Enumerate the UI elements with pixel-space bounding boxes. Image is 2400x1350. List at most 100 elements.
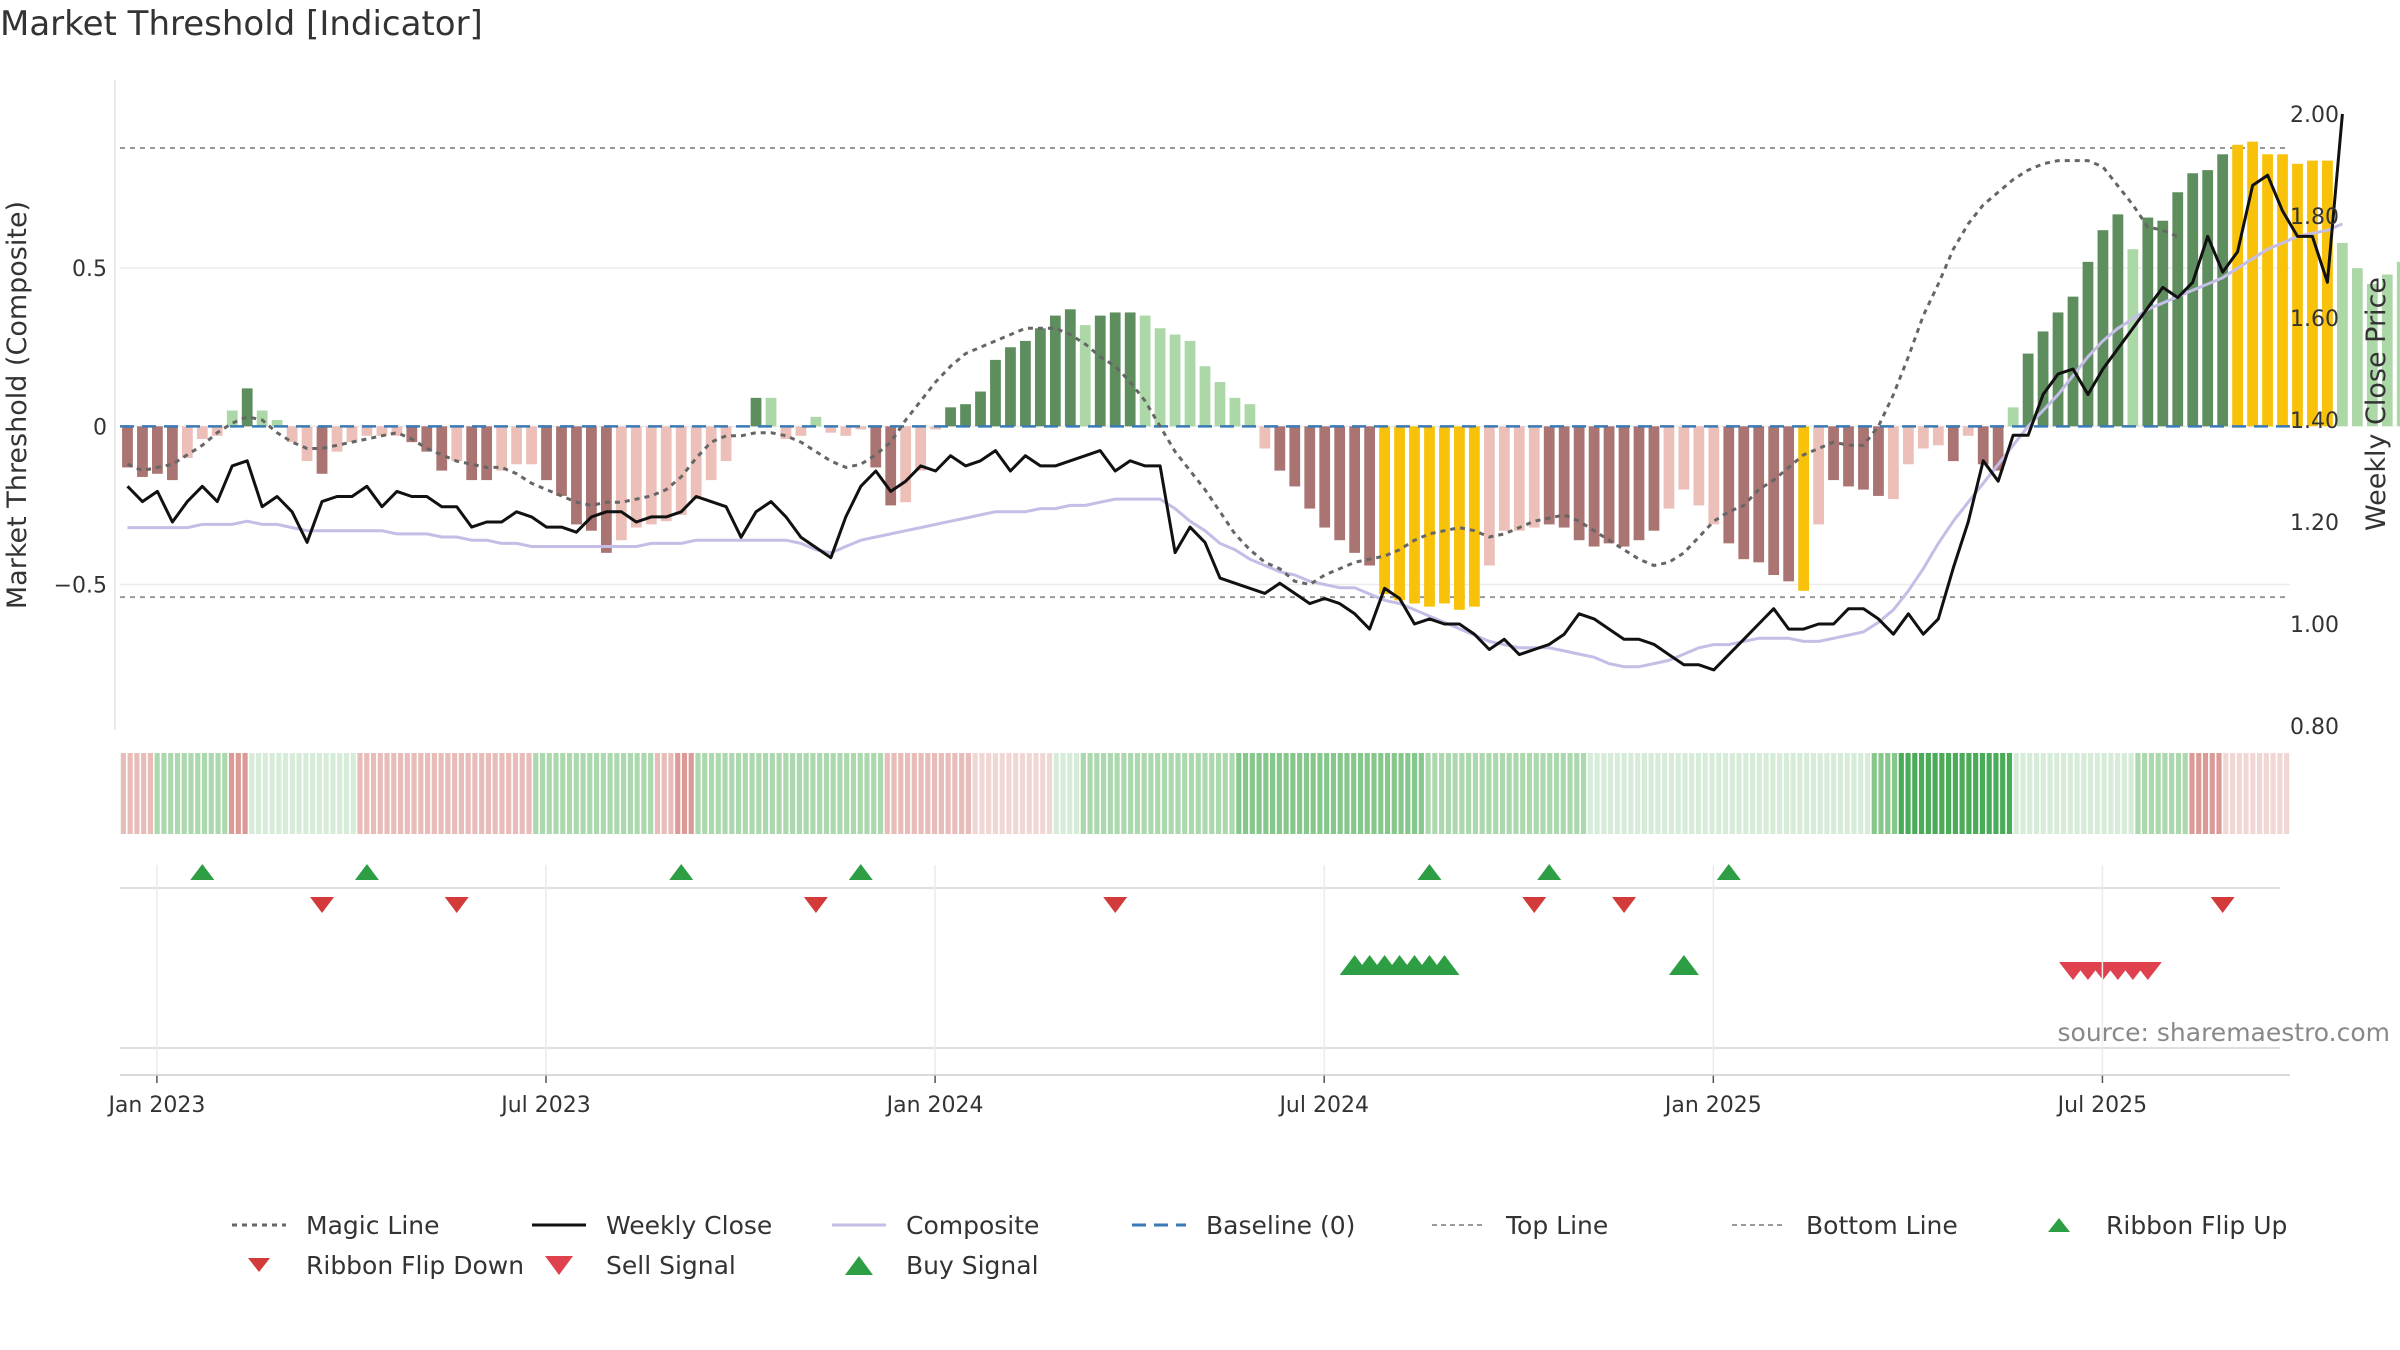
x-tick-label: Jan 2024: [885, 1093, 984, 1118]
composite-bar: [780, 426, 792, 439]
ribbon-flip-up-marker: [1417, 864, 1442, 880]
composite-bar: [900, 426, 912, 503]
ribbon-cell: [418, 753, 424, 834]
composite-bar: [226, 410, 238, 427]
legend-item-close: Weekly Close: [530, 1205, 830, 1245]
ribbon-cell: [1810, 753, 1816, 834]
composite-bar: [1468, 426, 1480, 607]
ribbon-cell: [1797, 753, 1803, 834]
ribbon-cell: [1168, 753, 1174, 834]
ribbon-cell: [1053, 753, 1059, 834]
ribbon-cell: [675, 753, 681, 834]
ribbon-cell: [1966, 753, 1972, 834]
ribbon-cell: [1722, 753, 1729, 834]
ribbon-cell: [695, 753, 701, 834]
ribbon-cell: [1574, 753, 1580, 834]
ribbon-cell: [2040, 753, 2046, 834]
ribbon-cell: [249, 753, 255, 834]
composite-bar: [2097, 230, 2109, 427]
composite-bar: [945, 407, 956, 427]
ribbon-cell: [2169, 753, 2175, 834]
ribbon-cell: [1777, 753, 1783, 834]
ribbon-cell: [1851, 753, 1857, 834]
ribbon-cell: [2087, 753, 2094, 834]
ribbon-cell: [425, 753, 431, 834]
ribbon-cell: [2209, 753, 2215, 834]
ribbon-cell: [1790, 753, 1796, 834]
ribbon-cell: [1804, 753, 1810, 834]
ribbon-cell: [614, 753, 620, 834]
ribbon-cell: [932, 753, 938, 834]
composite-bar: [1229, 397, 1241, 427]
composite-bar: [1513, 426, 1525, 531]
composite-bar: [466, 426, 478, 481]
ribbon-cell: [1946, 753, 1952, 834]
ribbon-cell: [844, 753, 850, 834]
ribbon-cell: [222, 753, 228, 834]
x-tick-label: Jul 2025: [2056, 1093, 2148, 1118]
composite-bar: [1648, 426, 1660, 531]
ribbon-cell: [472, 753, 478, 834]
composite-bar: [975, 391, 986, 427]
ribbon-cell: [587, 753, 593, 834]
ribbon-cell: [735, 753, 742, 834]
ribbon-cell: [911, 753, 917, 834]
legend-label: Sell Signal: [606, 1250, 736, 1280]
legend-symbol: [845, 1256, 873, 1275]
composite-bar: [241, 388, 253, 427]
ribbon-cell: [573, 753, 579, 834]
ribbon-cell: [519, 753, 525, 834]
composite-bar: [930, 426, 942, 430]
ribbon-cell: [1310, 753, 1316, 834]
ribbon-flip-up-marker: [354, 864, 379, 880]
ribbon-cell: [1540, 753, 1546, 834]
composite-bar: [1379, 426, 1390, 594]
composite-bar: [1768, 426, 1780, 575]
composite-bar: [2217, 154, 2229, 427]
ribbon-cell: [1317, 753, 1323, 834]
composite-bar: [1678, 426, 1690, 490]
composite-bar: [2262, 154, 2273, 427]
legend-symbol: [545, 1256, 573, 1275]
composite-bar: [1214, 382, 1226, 427]
ribbon-cell: [668, 753, 674, 834]
ribbon-cell: [1405, 753, 1411, 834]
composite-bar: [1483, 426, 1495, 566]
ribbon-cell: [411, 753, 417, 834]
composite-bar: [2187, 173, 2199, 427]
ribbon-cell: [1033, 753, 1039, 834]
composite-bar: [2396, 261, 2400, 427]
composite-bar: [2366, 283, 2378, 427]
ribbon-cell: [1837, 753, 1844, 834]
ribbon-cell: [986, 753, 992, 834]
ribbon-cell: [742, 753, 748, 834]
ribbon-cell: [492, 753, 498, 834]
ribbon-cell: [648, 753, 654, 834]
source-credit: source: sharemaestro.com: [2057, 1018, 2391, 1047]
ribbon-cell: [999, 753, 1005, 834]
composite-bar: [481, 426, 493, 481]
ribbon-cell: [1256, 753, 1262, 834]
ribbon-cell: [1439, 753, 1445, 834]
composite-bar: [1139, 315, 1151, 427]
legend-item-flip-up: Ribbon Flip Up: [2030, 1205, 2330, 1245]
ribbon-cell: [1743, 753, 1749, 834]
ribbon-flip-up-marker: [669, 864, 694, 880]
composite-bar: [1364, 426, 1376, 566]
ribbon-cell: [1905, 753, 1911, 834]
ribbon-cell: [2054, 753, 2060, 834]
composite-bar: [1708, 426, 1720, 525]
ribbon-cell: [2202, 753, 2209, 834]
ribbon-cell: [485, 753, 492, 834]
ribbon-flip-down-marker: [1522, 897, 1547, 913]
composite-bar: [511, 426, 522, 465]
composite-bar: [541, 426, 552, 481]
composite-bar: [1738, 426, 1750, 560]
ribbon-cell: [1479, 753, 1485, 834]
y-tick-label: 0.5: [72, 257, 107, 282]
ribbon-cell: [654, 753, 661, 834]
ribbon-cell: [1824, 753, 1830, 834]
x-tick-label: Jul 2023: [499, 1093, 591, 1118]
composite-bar: [1962, 426, 1974, 436]
ribbon-cell: [1702, 753, 1708, 834]
